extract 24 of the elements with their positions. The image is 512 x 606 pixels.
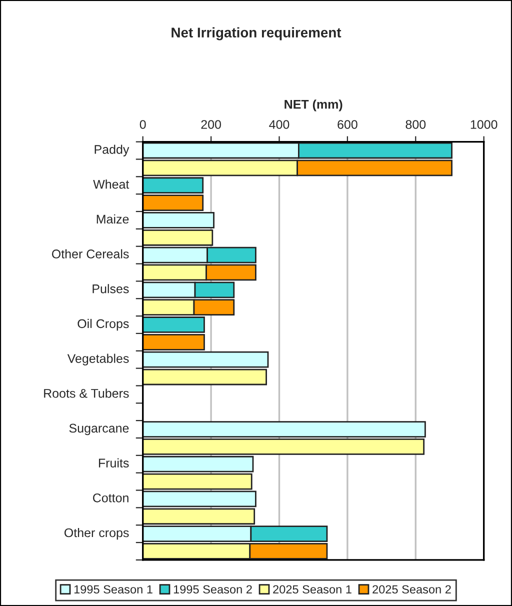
chart-title: Net Irrigation requirement [172, 27, 342, 40]
legend-label: 1995 Season 1 [74, 585, 152, 594]
legend-label: 1995 Season 2 [174, 585, 252, 594]
y-tick-label: Fruits [98, 458, 129, 468]
y-tick-label: Oil Crops [78, 318, 129, 331]
x-axis-title: NET (mm) [284, 100, 342, 112]
y-tick-label: Maize [96, 214, 129, 224]
y-tick-label: Pulses [92, 284, 129, 294]
y-tick-label: Sugarcane [69, 424, 129, 436]
legend-label: 2025 Season 2 [372, 585, 451, 594]
y-tick-label: Roots & Tubers [44, 388, 129, 398]
x-tick-label: 600 [338, 120, 358, 129]
y-tick-label: Cotton [93, 493, 128, 502]
y-tick-label: Vegetables [67, 354, 129, 366]
y-tick-label: Other crops [64, 528, 129, 540]
x-tick-label: 800 [406, 120, 426, 129]
y-tick-label: Wheat [93, 180, 130, 189]
x-tick-label: 1000 [470, 120, 498, 129]
y-tick-label: Paddy [94, 144, 130, 156]
x-tick-label: 0 [140, 120, 146, 129]
x-tick-label: 200 [201, 120, 221, 129]
x-tick-label: 400 [269, 120, 290, 129]
y-tick-label: Other Cereals [52, 249, 129, 258]
legend-label: 2025 Season 1 [273, 585, 352, 594]
